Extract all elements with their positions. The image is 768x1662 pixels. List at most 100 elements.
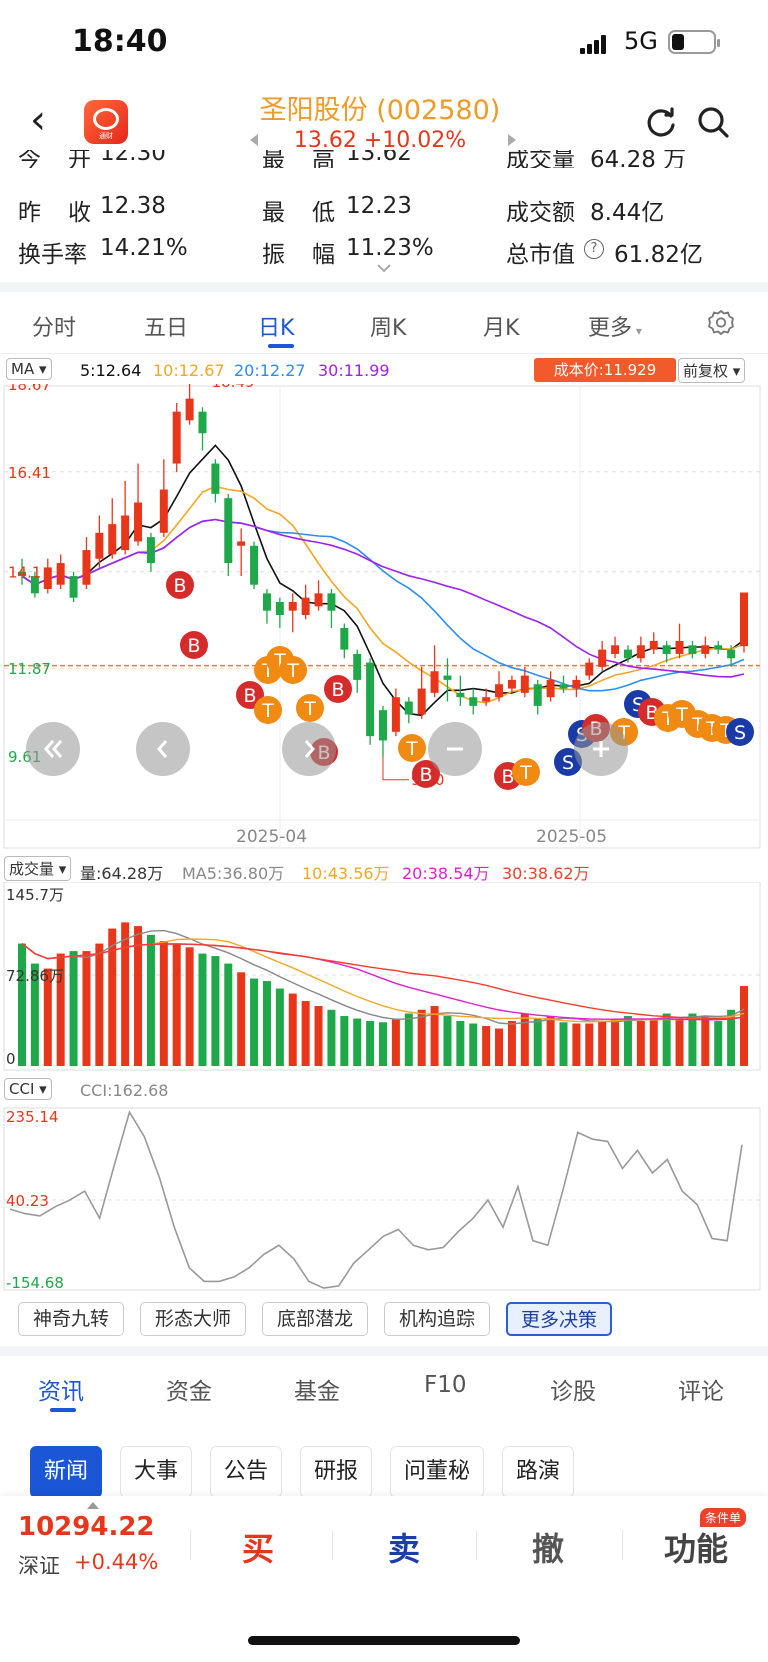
index-name: 深证 — [18, 1554, 60, 1578]
chevron-down-icon[interactable] — [376, 263, 392, 273]
help-icon[interactable]: ? — [584, 239, 604, 259]
tab-news-info[interactable]: 资讯 — [38, 1379, 84, 1405]
volume-bar — [82, 951, 91, 1066]
cost-price-badge[interactable]: 成本价:11.929 — [534, 358, 676, 382]
prev-stock-icon[interactable] — [250, 134, 258, 146]
tab-f10[interactable]: F10 — [424, 1372, 467, 1398]
candle — [443, 675, 452, 680]
buy-marker-letter: B — [243, 685, 256, 707]
candle — [134, 502, 143, 542]
tab-daily-k[interactable]: 日K — [258, 316, 295, 341]
search-icon[interactable] — [696, 105, 730, 139]
news-tab-ask-secretary[interactable]: 问董秘 — [390, 1446, 484, 1498]
ma-selector[interactable]: MA ▾ — [6, 358, 52, 380]
zoom-out-icon[interactable] — [428, 722, 482, 776]
index-up-icon — [87, 1502, 99, 1509]
volume-bar — [275, 988, 284, 1066]
kline-chart[interactable]: 18.6716.4114.111.879.612025-042025-0518.… — [0, 384, 768, 850]
next-stock-icon[interactable] — [508, 134, 516, 146]
index-value[interactable]: 10294.22 — [18, 1512, 155, 1542]
label-volume: 成交量 — [506, 150, 575, 168]
volume-bar — [18, 943, 26, 1066]
candle — [327, 593, 336, 611]
candle — [714, 645, 723, 650]
sell-marker-letter: S — [562, 752, 574, 774]
candle — [623, 649, 632, 659]
volume-bar — [340, 1016, 349, 1066]
tab-five-day[interactable]: 五日 — [144, 316, 189, 341]
decision-button-nine-turn[interactable]: 神奇九转 — [18, 1302, 124, 1336]
buy-marker-letter: B — [187, 635, 200, 657]
adjust-selector[interactable]: 前复权 ▾ — [678, 358, 746, 383]
cci-y-label: 40.23 — [6, 1192, 49, 1210]
tab-comments[interactable]: 评论 — [678, 1379, 724, 1405]
label-open-2: 开 — [68, 150, 91, 168]
tab-fund[interactable]: 基金 — [294, 1379, 340, 1405]
candle — [121, 515, 130, 551]
buy-marker-letter: B — [173, 575, 186, 597]
volume-bar — [520, 1013, 529, 1066]
zoom-in-icon[interactable] — [574, 722, 628, 776]
decision-button-bottom[interactable]: 底部潜龙 — [262, 1302, 368, 1336]
volume-selector[interactable]: 成交量 ▾ — [4, 856, 72, 881]
label-amplitude-1: 振 — [262, 242, 285, 268]
value-volume: 64.28 万 — [590, 150, 687, 168]
gear-icon[interactable] — [706, 308, 736, 338]
decision-button-more[interactable]: 更多决策 — [506, 1302, 612, 1336]
news-tab-roadshow[interactable]: 路演 — [502, 1446, 574, 1498]
buy-marker — [166, 571, 194, 599]
volume-bar — [546, 1016, 555, 1066]
volume-bar — [585, 1023, 594, 1066]
function-button[interactable]: 功能 — [664, 1530, 729, 1568]
buy-marker-letter: B — [501, 766, 514, 788]
candle — [469, 697, 478, 706]
candle — [108, 524, 117, 555]
back-icon[interactable]: ‹ — [30, 97, 46, 143]
refresh-icon[interactable] — [644, 105, 678, 139]
candle — [366, 662, 375, 737]
volume-y-label: 0 — [6, 1050, 16, 1068]
news-tab-research[interactable]: 研报 — [300, 1446, 372, 1498]
tab-monthly-k[interactable]: 月K — [483, 316, 520, 341]
tab-weekly-k[interactable]: 周K — [370, 316, 407, 341]
ma5-value: 5:12.64 — [80, 361, 142, 380]
cci-chart[interactable]: 235.14 40.23 -154.68 — [0, 1102, 768, 1292]
volume-bar — [43, 968, 52, 1066]
cancel-button[interactable]: 撤 — [532, 1530, 565, 1568]
volume-bar — [314, 1006, 323, 1066]
decision-button-pattern[interactable]: 形态大师 — [140, 1302, 246, 1336]
tab-more[interactable]: 更多 ▾ — [588, 316, 642, 341]
buy-marker-letter: B — [331, 679, 344, 701]
candle — [275, 602, 284, 615]
label-low-2: 低 — [312, 200, 335, 226]
news-tab-events[interactable]: 大事 — [120, 1446, 192, 1498]
tab-funds[interactable]: 资金 — [166, 1379, 212, 1405]
next-icon[interactable] — [282, 722, 336, 776]
volume-chart[interactable]: 145.7万 72.86万 0 — [0, 882, 768, 1072]
decision-button-institution[interactable]: 机构追踪 — [384, 1302, 490, 1336]
news-tab-announcements[interactable]: 公告 — [210, 1446, 282, 1498]
tab-intraday[interactable]: 分时 — [32, 316, 77, 341]
network-label: 5G — [624, 27, 658, 55]
stock-title[interactable]: 圣阳股份 (002580) — [259, 95, 501, 126]
news-tab-news[interactable]: 新闻 — [30, 1446, 102, 1498]
buy-button[interactable]: 买 — [242, 1530, 275, 1568]
candle — [495, 684, 504, 698]
candle — [456, 692, 465, 698]
volume-bar — [159, 941, 168, 1066]
volume-bar — [688, 1013, 697, 1066]
cci-selector[interactable]: CCI ▾ — [4, 1078, 52, 1100]
rewind-icon[interactable] — [26, 722, 80, 776]
prev-icon[interactable] — [136, 722, 190, 776]
label-high-1: 最 — [262, 150, 285, 168]
candle — [482, 697, 491, 702]
candle — [520, 675, 529, 693]
candle — [391, 697, 400, 732]
volume-ma10-line — [21, 938, 745, 1023]
value-low: 12.23 — [346, 193, 412, 219]
tab-diagnose[interactable]: 诊股 — [550, 1379, 596, 1405]
trade-marker — [279, 656, 307, 684]
volume-bar — [443, 1016, 452, 1066]
candle — [146, 537, 155, 564]
sell-button[interactable]: 卖 — [388, 1530, 421, 1568]
